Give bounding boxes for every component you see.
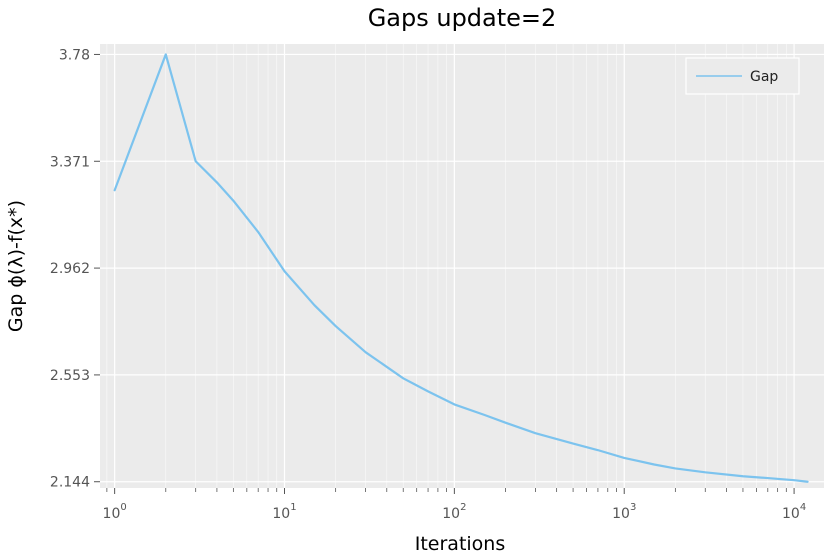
chart-title: Gaps update=2 [368,4,557,32]
y-tick-label: 2.962 [50,261,90,277]
legend-label: Gap [750,69,778,85]
series-line-gap [113,53,809,483]
x-tick-label: 103 [612,502,636,522]
grid-lines [100,44,824,488]
y-tick-label: 2.144 [50,475,90,491]
y-tick-label: 3.371 [50,154,90,170]
legend: Gap [685,57,800,95]
plot-area [100,44,824,488]
y-tick-label: 2.553 [50,368,90,384]
series-layer [113,53,809,483]
x-tick-label: 100 [103,502,127,522]
x-axis-label: Iterations [415,533,506,555]
y-axis-label: Gap ϕ(λ)-f(x*) [5,200,27,332]
x-tick-label: 102 [442,502,466,522]
y-tick-label: 3.78 [59,47,90,63]
axis-ticks: 100 101 102 103 104 3.78 3.371 2.962 2.553 2.144 [50,47,806,522]
x-tick-label: 101 [272,502,296,522]
x-tick-label: 104 [782,502,806,522]
